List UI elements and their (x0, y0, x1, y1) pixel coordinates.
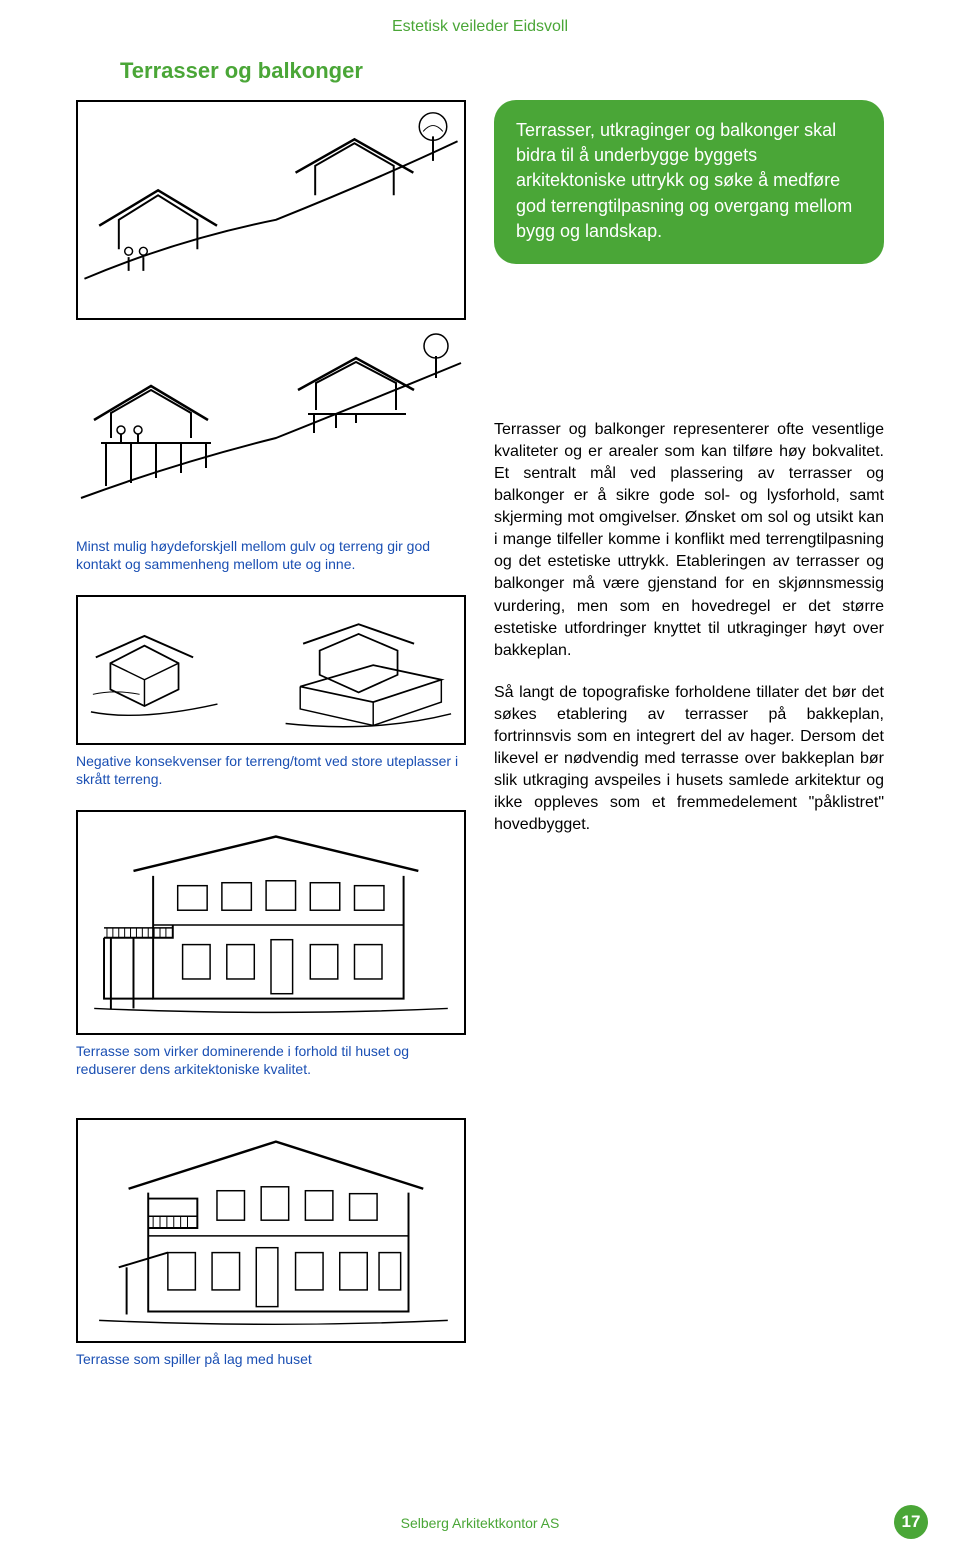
body-paragraph-2: Så langt de topografiske forholdene till… (494, 682, 884, 837)
illustration-5 (76, 1118, 466, 1343)
body-paragraph-1: Terrasser og balkonger representerer oft… (494, 419, 884, 662)
page-header: Estetisk veileder Eidsvoll (0, 0, 960, 46)
section-title: Terrasser og balkonger (120, 58, 960, 84)
caption-4: Terrasse som spiller på lag med huset (76, 1351, 466, 1369)
caption-1: Minst mulig høydeforskjell mellom gulv o… (76, 538, 466, 573)
right-column: Terrasser, utkraginger og balkonger skal… (494, 100, 884, 1377)
left-column: Minst mulig høydeforskjell mellom gulv o… (76, 100, 466, 1377)
caption-2: Negative konsekvenser for terreng/tomt v… (76, 753, 466, 788)
illustration-1 (76, 100, 466, 320)
footer-text: Selberg Arkitektkontor AS (0, 1515, 960, 1531)
illustration-2 (76, 328, 466, 528)
green-info-box: Terrasser, utkraginger og balkonger skal… (494, 100, 884, 264)
page-number-badge: 17 (894, 1505, 928, 1539)
main-columns: Minst mulig høydeforskjell mellom gulv o… (0, 100, 960, 1377)
caption-3: Terrasse som virker dominerende i forhol… (76, 1043, 466, 1078)
illustration-4 (76, 810, 466, 1035)
illustration-3 (76, 595, 466, 745)
